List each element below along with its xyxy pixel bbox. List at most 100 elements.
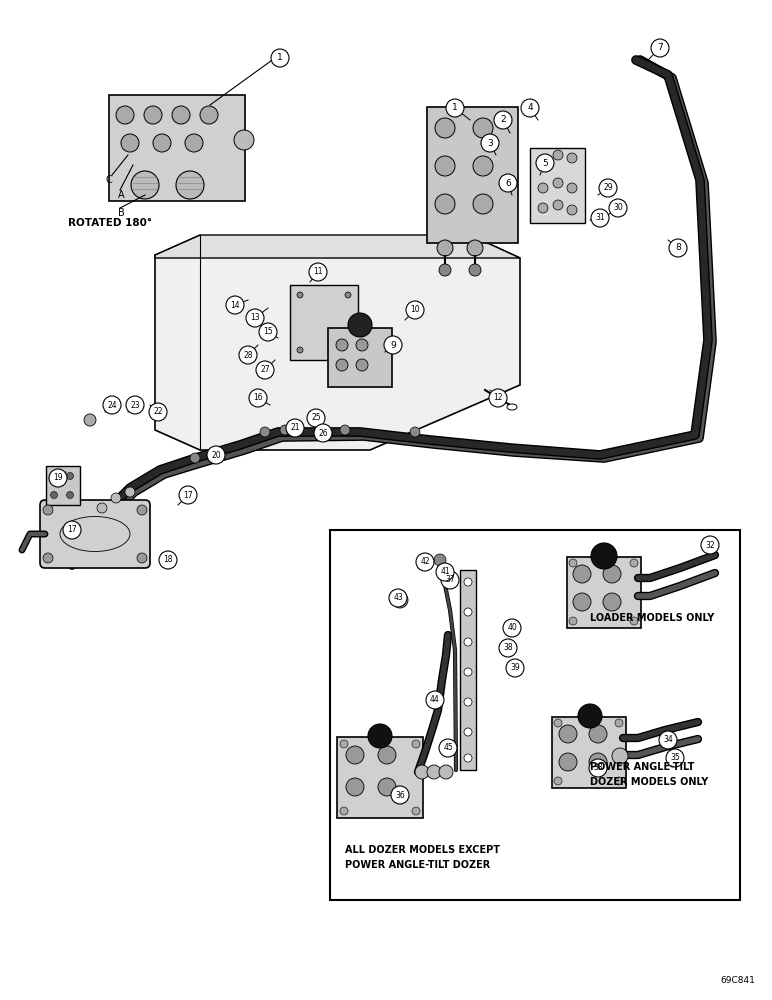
Circle shape (297, 292, 303, 298)
Circle shape (489, 389, 507, 407)
FancyBboxPatch shape (337, 737, 423, 818)
Bar (290, 285, 358, 360)
Circle shape (435, 156, 455, 176)
Circle shape (103, 396, 121, 414)
Circle shape (271, 49, 289, 67)
Circle shape (567, 183, 577, 193)
Circle shape (464, 698, 472, 706)
Circle shape (538, 155, 548, 165)
Text: 37: 37 (445, 576, 455, 584)
Circle shape (309, 263, 327, 281)
Circle shape (481, 134, 499, 152)
Polygon shape (155, 235, 520, 450)
Circle shape (66, 491, 73, 498)
Circle shape (260, 427, 270, 437)
Circle shape (573, 593, 591, 611)
Bar (460, 570, 476, 770)
Circle shape (603, 565, 621, 583)
Text: 17: 17 (183, 490, 193, 499)
Text: 15: 15 (263, 328, 273, 336)
Circle shape (559, 725, 577, 743)
FancyBboxPatch shape (427, 107, 518, 243)
Circle shape (439, 739, 457, 757)
Text: DOZER MODELS ONLY: DOZER MODELS ONLY (590, 777, 708, 787)
Circle shape (437, 240, 453, 256)
Circle shape (378, 778, 396, 796)
Text: ROTATED 180°: ROTATED 180° (68, 218, 152, 228)
Text: 31: 31 (595, 214, 604, 223)
Circle shape (152, 406, 164, 418)
Circle shape (106, 399, 118, 411)
Text: 39: 39 (510, 664, 520, 672)
Circle shape (589, 759, 607, 777)
Circle shape (499, 174, 517, 192)
Circle shape (345, 292, 351, 298)
Text: 41: 41 (440, 568, 450, 576)
Circle shape (336, 359, 348, 371)
Text: 42: 42 (420, 558, 430, 566)
Circle shape (179, 486, 197, 504)
Circle shape (234, 130, 254, 150)
Text: 43: 43 (393, 593, 403, 602)
Ellipse shape (507, 404, 517, 410)
Circle shape (176, 171, 204, 199)
Text: 6: 6 (505, 178, 511, 188)
Text: POWER ANGLE-TILT DOZER: POWER ANGLE-TILT DOZER (345, 860, 490, 870)
Circle shape (126, 396, 144, 414)
Circle shape (553, 200, 563, 210)
Text: 18: 18 (163, 556, 173, 564)
Text: LOADER MODELS ONLY: LOADER MODELS ONLY (590, 613, 714, 623)
Circle shape (615, 777, 623, 785)
Circle shape (521, 99, 539, 117)
Circle shape (336, 339, 348, 351)
Text: B: B (118, 208, 125, 218)
Circle shape (508, 661, 522, 675)
Circle shape (439, 264, 451, 276)
Circle shape (340, 740, 348, 748)
Circle shape (435, 194, 455, 214)
Text: 24: 24 (107, 400, 117, 410)
Text: 8: 8 (676, 243, 681, 252)
Circle shape (567, 205, 577, 215)
Circle shape (389, 589, 407, 607)
Circle shape (630, 559, 638, 567)
Text: 45: 45 (443, 744, 453, 752)
Circle shape (464, 608, 472, 616)
Circle shape (50, 491, 57, 498)
Text: 25: 25 (311, 414, 321, 422)
Circle shape (111, 493, 121, 503)
Text: 32: 32 (705, 540, 715, 550)
Text: 3: 3 (487, 138, 493, 147)
Circle shape (49, 469, 67, 487)
Text: 23: 23 (130, 400, 140, 410)
Circle shape (97, 503, 107, 513)
Circle shape (125, 487, 135, 497)
Circle shape (392, 592, 408, 608)
Text: C: C (106, 175, 113, 185)
Text: 20: 20 (212, 450, 221, 460)
Circle shape (412, 740, 420, 748)
Circle shape (207, 446, 225, 464)
Text: 9: 9 (390, 340, 396, 350)
Circle shape (506, 659, 524, 677)
Circle shape (239, 346, 257, 364)
Circle shape (464, 668, 472, 676)
Circle shape (701, 536, 719, 554)
Bar (330, 530, 740, 900)
Circle shape (185, 134, 203, 152)
Circle shape (340, 425, 350, 435)
Circle shape (346, 778, 364, 796)
Circle shape (226, 296, 244, 314)
Circle shape (464, 728, 472, 736)
FancyBboxPatch shape (40, 500, 150, 568)
Circle shape (378, 746, 396, 764)
Circle shape (43, 505, 53, 515)
Circle shape (190, 453, 200, 463)
Circle shape (153, 134, 171, 152)
Circle shape (573, 565, 591, 583)
Circle shape (418, 555, 432, 569)
Circle shape (116, 106, 134, 124)
Circle shape (651, 39, 669, 57)
FancyBboxPatch shape (567, 557, 641, 628)
Text: 14: 14 (230, 300, 240, 310)
